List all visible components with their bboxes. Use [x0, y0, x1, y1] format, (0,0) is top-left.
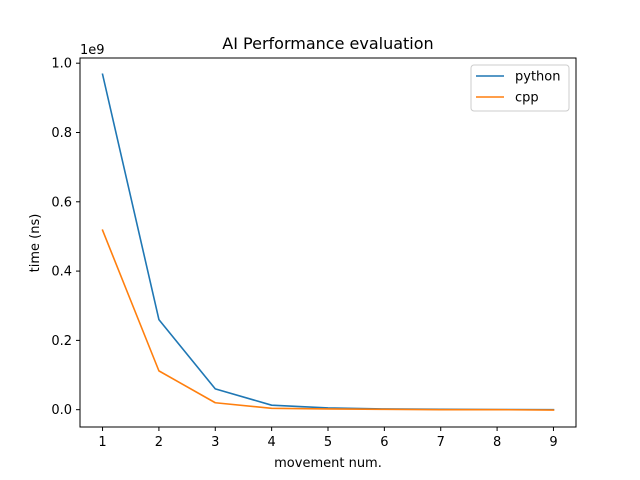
- x-tick-label: 5: [324, 435, 332, 450]
- x-tick-label: 7: [437, 435, 445, 450]
- series-line-python: [101, 73, 555, 411]
- x-axis-label: movement num.: [274, 456, 382, 471]
- chart-title: AI Performance evaluation: [222, 34, 433, 53]
- y-tick-label: 0.2: [51, 334, 72, 349]
- x-tick-label: 8: [493, 435, 501, 450]
- x-tick-label: 9: [549, 435, 557, 450]
- legend-label-cpp: cpp: [515, 91, 539, 106]
- series-line-cpp: [101, 229, 555, 411]
- legend: python cpp: [470, 64, 570, 112]
- legend-label-python: python: [515, 70, 560, 85]
- y-tick-label: 0.8: [51, 126, 72, 141]
- y-tick-label: 0.6: [51, 195, 72, 210]
- y-axis-offset-label: 1e9: [80, 43, 105, 58]
- y-tick-label: 0.0: [51, 403, 72, 418]
- axis-ticks: 1 2 3 4 5 6 7 8 9 0.0 0.2 0.4 0.6 0.8 1.0: [51, 57, 557, 450]
- x-tick-label: 1: [98, 435, 106, 450]
- x-tick-label: 3: [211, 435, 219, 450]
- y-tick-label: 0.4: [51, 265, 72, 280]
- y-tick-label: 1.0: [51, 57, 72, 72]
- x-tick-label: 4: [267, 435, 275, 450]
- plot-frame: [79, 57, 577, 428]
- y-axis-label: time (ns): [28, 214, 43, 273]
- x-tick-label: 6: [380, 435, 388, 450]
- x-tick-label: 2: [155, 435, 163, 450]
- series-lines: [101, 73, 555, 411]
